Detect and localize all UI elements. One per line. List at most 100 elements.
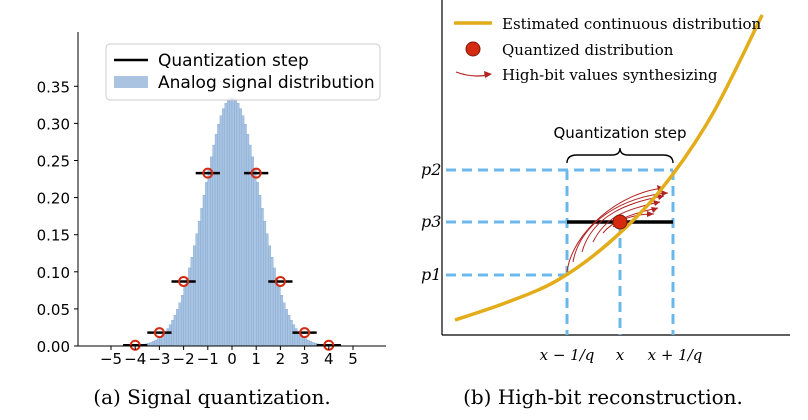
x-tick-label: −1 [197,350,219,368]
arrow-head-3 [657,194,664,200]
caption-a: (a) Signal quantization. [93,385,330,409]
histogram-bar [173,314,177,347]
legend-marker-label: Quantized distribution [502,41,674,59]
y-tick-label: 0.15 [37,227,70,245]
legend-hist-label: Analog signal distribution [158,73,375,93]
panel-b: Quantization step p2 p3 p1 x − 1/q x x +… [421,0,790,409]
histogram-bar [239,108,242,347]
histogram-bar [309,341,313,347]
histogram-bar [207,169,211,347]
legend-step-label: Quantization step [158,51,309,71]
histogram-bar [246,133,250,347]
histogram-bar [219,115,223,347]
histogram-bar [306,339,310,347]
y-tick-label: 0.30 [37,115,70,133]
histogram-bar [241,115,245,347]
histogram-bar [294,328,298,347]
x-tick-label: 4 [324,350,334,368]
histogram-bar [311,342,315,347]
left-legend-box [105,43,381,101]
label-x: x [616,346,625,364]
right-y-labels: p2 p3 p1 [421,160,441,284]
x-tick-label: 5 [348,350,358,368]
histogram-bar [202,195,206,347]
right-legend: Estimated continuous distribution Quanti… [454,15,762,84]
left-y-ticks: 0.00 0.05 0.10 0.15 0.20 0.25 0.30 0.35 [37,78,78,356]
histogram-bar [280,295,284,347]
histogram-bar [200,208,204,347]
histogram-bar [229,97,233,347]
x-tick-label: −4 [124,350,146,368]
histogram-bar [149,342,153,347]
histogram-bar [251,156,254,347]
histogram-bar [212,144,216,347]
histogram-bar [265,233,269,347]
y-tick-label: 0.25 [37,153,70,171]
label-x-minus: x − 1/q [540,346,595,364]
quantized-marker [178,275,190,287]
histogram-bar [183,286,187,347]
histogram-bar [180,295,184,347]
legend-arrow-head [484,71,492,78]
y-tick-label: 0.35 [37,78,70,96]
legend-arrow-label: High-bit values synthesizing [502,66,718,84]
label-p2-text: p2 [421,160,441,179]
legend-curve-label: Estimated continuous distribution [502,15,762,33]
histogram-bar [248,144,252,347]
arrow-head-4 [653,200,660,206]
histogram-bar [272,267,276,347]
quantized-marker [299,327,311,339]
histogram-bar [168,324,172,347]
histogram-bar [185,277,189,347]
quantized-marker [153,327,165,339]
histogram-bar [156,338,160,347]
histogram-bar [166,328,170,347]
histogram-bar [256,181,259,347]
arrow-2 [572,192,669,263]
histogram-bar [224,103,228,347]
histogram-bar [171,320,175,347]
histogram-bar [285,309,288,347]
label-p1-text: p1 [421,265,441,284]
histogram-bar [222,108,225,347]
label-p2: p2 [421,160,441,179]
quantization-brace [566,147,674,164]
histogram-bar [188,267,192,347]
histogram-bar [243,124,247,347]
quantized-marker [274,275,286,287]
histogram-bar [217,124,221,347]
quantized-marker [250,167,262,179]
histogram-bar [231,97,235,347]
y-tick-label: 0.20 [37,190,70,208]
label-p1: p1 [421,265,441,284]
arrow-head-5 [651,207,658,213]
label-x-plus: x + 1/q [648,346,703,364]
label-p3: p3 [421,212,441,231]
histogram-bars [134,97,330,347]
histogram-bar [214,133,218,347]
arrow-head-2 [661,190,668,196]
left-x-ticks: −5 −4 −3 −2 −1 0 1 2 3 4 5 [100,346,358,368]
quantized-point [612,214,628,230]
arrow-1 [566,187,665,273]
histogram-bar [304,338,308,347]
histogram-bar [292,324,296,347]
legend-marker-swatch [465,41,481,57]
legend-arrow-swatch [455,71,489,77]
legend-hist-swatch [114,76,148,88]
x-tick-label: 0 [227,350,237,368]
histogram-bar [260,208,264,347]
histogram-bar [258,195,262,347]
histogram-bar [195,233,199,347]
histogram-bar [275,277,279,347]
histogram-bar [282,302,286,347]
arrow-head-6 [647,211,654,217]
x-tick-label: −2 [173,350,195,368]
y-tick-label: 0.10 [37,264,70,282]
left-legend: Quantization step Analog signal distribu… [105,43,381,101]
y-tick-label: 0.05 [37,301,70,319]
histogram-bar [197,221,201,347]
histogram-bar [289,320,293,347]
estimated-curve [454,14,764,322]
